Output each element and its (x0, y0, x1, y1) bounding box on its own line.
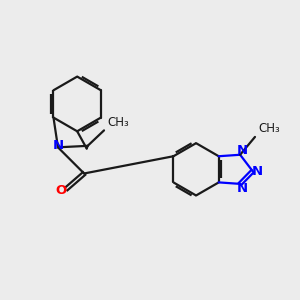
Text: O: O (55, 184, 67, 197)
Text: N: N (52, 139, 64, 152)
Text: N: N (237, 182, 248, 195)
Text: N: N (237, 144, 248, 157)
Text: N: N (252, 165, 263, 178)
Text: CH₃: CH₃ (259, 122, 280, 135)
Text: CH₃: CH₃ (108, 116, 129, 129)
